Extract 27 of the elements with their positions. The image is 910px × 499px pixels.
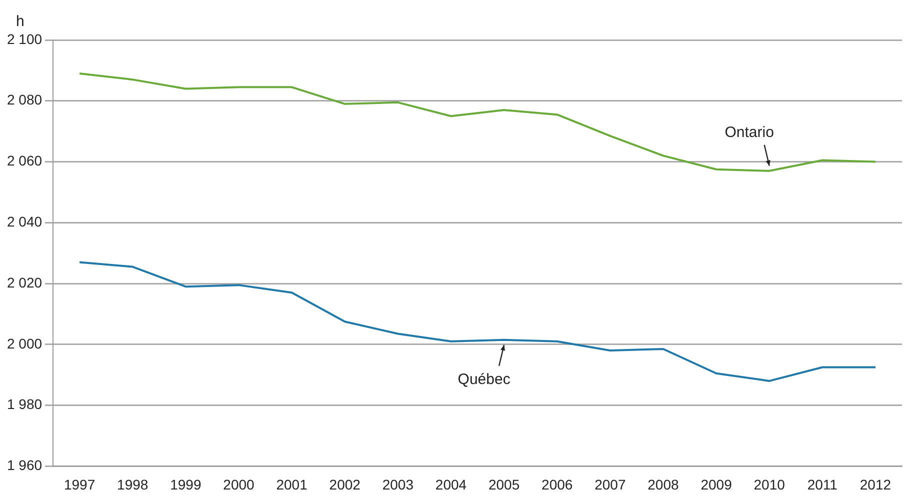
x-tick-label: 1998 bbox=[117, 476, 148, 492]
x-tick-label: 2012 bbox=[860, 476, 892, 492]
y-tick-label: 1 960 bbox=[6, 457, 42, 474]
series-label: Ontario bbox=[724, 124, 774, 142]
y-tick-label: 1 980 bbox=[6, 396, 42, 412]
y-tick-label: 2 040 bbox=[6, 214, 42, 230]
x-tick-label: 2003 bbox=[382, 476, 414, 492]
x-tick-label: 2001 bbox=[276, 476, 308, 492]
x-tick-label: 2000 bbox=[223, 476, 255, 492]
x-tick-label: 2008 bbox=[648, 476, 680, 492]
x-tick-label: 2010 bbox=[754, 476, 786, 492]
y-axis-title: h bbox=[16, 13, 24, 30]
y-tick-label: 2 060 bbox=[6, 152, 42, 169]
series-label: Québec bbox=[458, 371, 511, 388]
x-tick-label: 2005 bbox=[488, 476, 520, 492]
x-tick-label: 2009 bbox=[700, 476, 732, 492]
x-tick-label: 2002 bbox=[329, 476, 361, 492]
y-tick-label: 2 080 bbox=[6, 92, 42, 108]
y-tick-label: 2 000 bbox=[6, 335, 42, 352]
y-tick-label: 2 100 bbox=[6, 30, 42, 47]
x-tick-label: 2011 bbox=[807, 476, 838, 492]
x-tick-label: 1997 bbox=[64, 476, 96, 492]
x-tick-label: 2004 bbox=[435, 476, 467, 492]
y-tick-label: 2 020 bbox=[6, 274, 42, 290]
x-tick-label: 2007 bbox=[594, 476, 626, 492]
x-tick-label: 2006 bbox=[542, 476, 573, 492]
x-tick-label: 1999 bbox=[170, 476, 202, 492]
